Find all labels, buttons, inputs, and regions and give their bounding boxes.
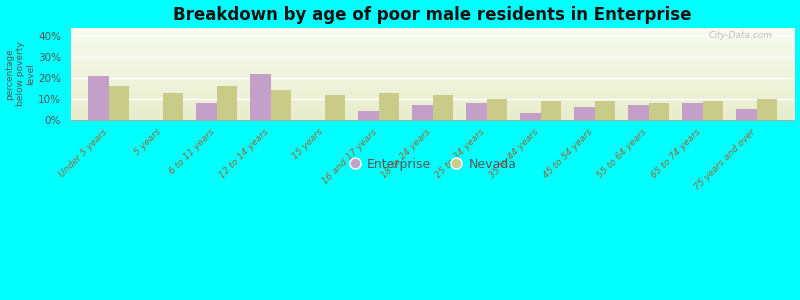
Legend: Enterprise, Nevada: Enterprise, Nevada	[343, 153, 522, 176]
Title: Breakdown by age of poor male residents in Enterprise: Breakdown by age of poor male residents …	[174, 6, 692, 24]
Bar	[520, 113, 541, 120]
Bar	[109, 86, 129, 120]
Bar	[325, 94, 345, 120]
Bar	[358, 111, 378, 120]
Bar	[682, 103, 702, 120]
Bar	[594, 101, 615, 120]
Bar	[270, 90, 291, 120]
Bar	[702, 101, 723, 120]
Bar	[628, 105, 649, 120]
Bar	[217, 86, 237, 120]
Bar	[649, 103, 669, 120]
Bar	[162, 92, 183, 120]
Bar	[757, 99, 777, 120]
Bar	[433, 94, 453, 120]
Bar	[250, 74, 270, 120]
Bar	[412, 105, 433, 120]
Bar	[736, 109, 757, 120]
Bar	[196, 103, 217, 120]
Bar	[574, 107, 594, 120]
Bar	[466, 103, 486, 120]
Bar	[541, 101, 561, 120]
Bar	[486, 99, 507, 120]
Bar	[378, 92, 399, 120]
Bar	[88, 76, 109, 120]
Y-axis label: percentage
below poverty
level: percentage below poverty level	[6, 41, 35, 106]
Text: City-Data.com: City-Data.com	[709, 31, 773, 40]
